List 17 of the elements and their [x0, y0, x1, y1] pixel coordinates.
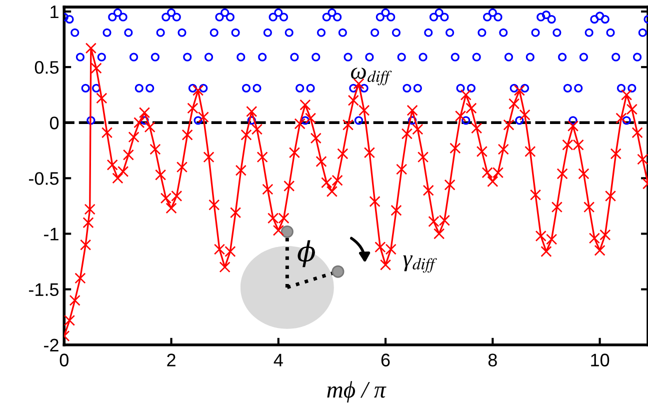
x-tick-label: 0 — [60, 354, 68, 366]
annotation: ϕ — [298, 240, 315, 268]
annotation: γ$_{diff}$ — [403, 255, 437, 273]
y-tick-label: -1 — [44, 228, 58, 240]
x-axis-title: mϕ / π — [327, 381, 386, 403]
x-tick-label: 8 — [488, 354, 497, 366]
y-tick-label: 0 — [50, 116, 59, 130]
y-tick-label: -0.5 — [28, 172, 59, 185]
x-tick-label: 10 — [591, 354, 610, 366]
x-tick-label: 6 — [381, 354, 390, 366]
x-tick-label: 2 — [167, 354, 176, 366]
y-tick-label: -2 — [44, 338, 58, 352]
y-tick-label: 1 — [50, 6, 58, 18]
x-tick-label: 4 — [274, 354, 283, 366]
annotation: ω$_{diff}$ — [351, 68, 392, 86]
y-tick-label: 0.5 — [34, 61, 59, 74]
y-tick-label: -1.5 — [28, 283, 59, 296]
